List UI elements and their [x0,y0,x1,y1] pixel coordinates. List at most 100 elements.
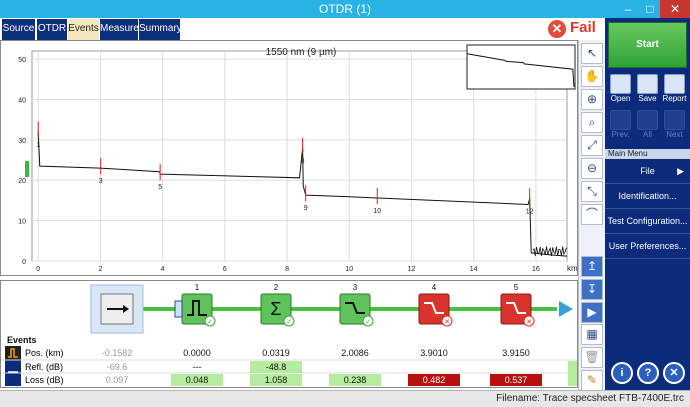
scroll-up-icon[interactable]: ↥ [581,256,603,277]
non-reflective-event-icon[interactable]: ✕ [418,293,453,327]
event-number: 3 [353,283,358,292]
filename-label: Filename: Trace specsheet FTB-7400E.trc [496,393,684,404]
prev-button[interactable]: Prev. [607,110,634,139]
menu-item-test-configuration[interactable]: Test Configuration... [605,209,690,234]
event-number: 4 [432,283,437,292]
x-axis-unit: km [567,264,577,273]
launch-arrow-icon[interactable] [90,284,144,334]
menu-item-user-preferences[interactable]: User Preferences... [605,234,690,259]
start-button[interactable]: Start [608,22,687,68]
event-marker-label: 3 [99,178,103,185]
all-button[interactable]: All [634,110,661,139]
svg-text:Σ: Σ [270,299,281,319]
x-tick-label: 8 [285,266,289,273]
select-tool-icon[interactable]: ↖ [581,43,603,64]
x-tick-label: 6 [223,266,227,273]
event-pos: -0.1582 [102,348,133,358]
otdr-graph[interactable]: 0 10 20 30 40 50 0 2 4 6 8 10 12 14 16 1550 nm (9 µm)… [0,40,578,276]
event-pos: 0.0319 [262,348,290,358]
non-reflective-event-icon[interactable]: ✕ [500,293,535,327]
launch-marker[interactable] [25,161,29,177]
y-tick-label: 30 [18,138,26,145]
event-number: 5 [514,283,519,292]
loss-row-header: Loss (dB) [25,375,64,385]
svg-text:✕: ✕ [526,319,532,326]
tab-summary[interactable]: Summary [139,19,182,40]
tab-events[interactable]: Events [68,19,100,40]
tab-otdr[interactable]: OTDR [37,19,68,40]
event-loss: 0.482 [423,375,446,385]
trace-chart[interactable]: 0 10 20 30 40 50 0 2 4 6 8 10 12 14 16 1550 nm (9 µm)… [1,41,577,275]
delete-icon[interactable]: 🗑 [581,347,603,368]
event-refl: -69.6 [107,362,128,372]
open-button[interactable]: Open [607,74,634,103]
y-tick-label: 0 [22,259,26,266]
y-tick-label: 10 [18,219,26,226]
expand-right-icon[interactable]: ▶ [581,302,603,323]
minimize-button[interactable]: – [624,2,632,16]
reflective-event-icon[interactable]: ✓ [174,293,216,327]
event-marker-label: 8 [301,158,305,165]
sidebar: Start Open Save Report Prev. All Next Ma… [605,18,690,390]
events-title: Events [7,335,37,345]
zoom-in-icon[interactable]: ⊕ [581,89,603,110]
info-icon[interactable]: i [611,362,633,384]
end-arrow-icon [559,301,573,317]
exit-icon[interactable]: ✕ [663,362,685,384]
tab-measure[interactable]: Measure [100,19,139,40]
event-loss: 1.058 [265,375,288,385]
menu-item-identification[interactable]: Identification... [605,184,690,209]
svg-text:✓: ✓ [286,319,292,326]
folder-icon [610,74,631,94]
zoom-out-icon[interactable]: ⊖ [581,158,603,179]
save-button[interactable]: Save [634,74,661,103]
title-bar: OTDR (1) – □ ✕ [0,0,690,18]
y-tick-label: 40 [18,97,26,104]
zoom-area-icon[interactable]: ⌕ [581,112,603,133]
event-marker-label: 9 [304,205,308,212]
x-tick-label: 14 [470,266,478,273]
zoom-full-icon[interactable]: ⤡ [581,181,603,202]
tab-bar: Source OTDR Events Measure Summary [0,18,605,40]
floppy-icon [637,74,658,94]
pos-row-header: Pos. (km) [5,346,64,360]
chart-title: 1550 nm (9 µm) [266,47,337,58]
sum-icon[interactable]: Σ✓ [260,293,295,327]
minimap[interactable] [466,44,576,90]
event-pos: 2.0086 [341,348,369,358]
help-icon[interactable]: ? [637,362,659,384]
maximize-button[interactable]: □ [646,2,654,16]
x-tick-label: 16 [532,266,540,273]
fail-label: Fail [570,19,596,36]
non-reflective-event-icon[interactable]: ✓ [339,293,374,327]
report-button[interactable]: Report [661,74,688,103]
pan-tool-icon[interactable]: ✋ [581,66,603,87]
next-icon [664,110,685,130]
edit-icon[interactable]: ✎ [581,370,603,391]
menu-item-file[interactable]: File ▶ [605,159,690,184]
events-panel: ✓ 1 Σ ✓ 2 ✓ 3 ✕ 4 ✕ 5 Events Pos. (km) Refl. (dB) … [0,280,578,388]
status-bar: Filename: Trace specsheet FTB-7400E.trc [0,390,690,407]
trace-view-icon[interactable]: ⌒ [581,204,603,225]
event-marker-label: 1 [36,142,40,149]
event-pos: 3.9150 [502,348,530,358]
x-tick-label: 10 [345,266,353,273]
close-button[interactable]: ✕ [660,0,690,18]
svg-text:✕: ✕ [444,319,450,326]
tab-source[interactable]: Source [2,19,36,40]
all-icon [637,110,658,130]
event-number: 1 [195,283,200,292]
next-button[interactable]: Next [661,110,688,139]
fail-status: ✕ Fail [548,19,603,40]
event-number: 2 [274,283,279,292]
event-pos: 3.9010 [420,348,448,358]
event-pos: 0.0000 [183,348,211,358]
event-marker-label: 10 [373,208,381,215]
y-tick-label: 20 [18,178,26,185]
table-view-icon[interactable]: ▦ [581,324,603,345]
scroll-down-icon[interactable]: ↧ [581,279,603,300]
zoom-fit-icon[interactable]: ⤢ [581,135,603,156]
report-icon [664,74,685,94]
svg-text:Refl. (dB): Refl. (dB) [25,362,63,372]
x-tick-label: 12 [408,266,416,273]
